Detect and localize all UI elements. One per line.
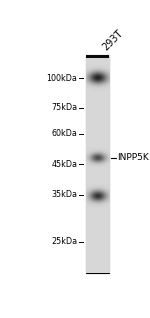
Text: INPP5K: INPP5K <box>118 153 149 162</box>
Text: 293T: 293T <box>101 29 125 53</box>
Bar <box>86 55 110 58</box>
Text: 45kDa: 45kDa <box>51 160 77 169</box>
Bar <box>86 55 110 273</box>
Text: 100kDa: 100kDa <box>47 74 77 83</box>
Text: 60kDa: 60kDa <box>52 129 77 138</box>
Text: 35kDa: 35kDa <box>51 190 77 199</box>
Text: 25kDa: 25kDa <box>51 237 77 246</box>
Text: 75kDa: 75kDa <box>51 103 77 112</box>
